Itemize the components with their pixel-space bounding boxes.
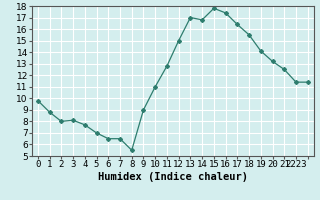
X-axis label: Humidex (Indice chaleur): Humidex (Indice chaleur) [98, 172, 248, 182]
